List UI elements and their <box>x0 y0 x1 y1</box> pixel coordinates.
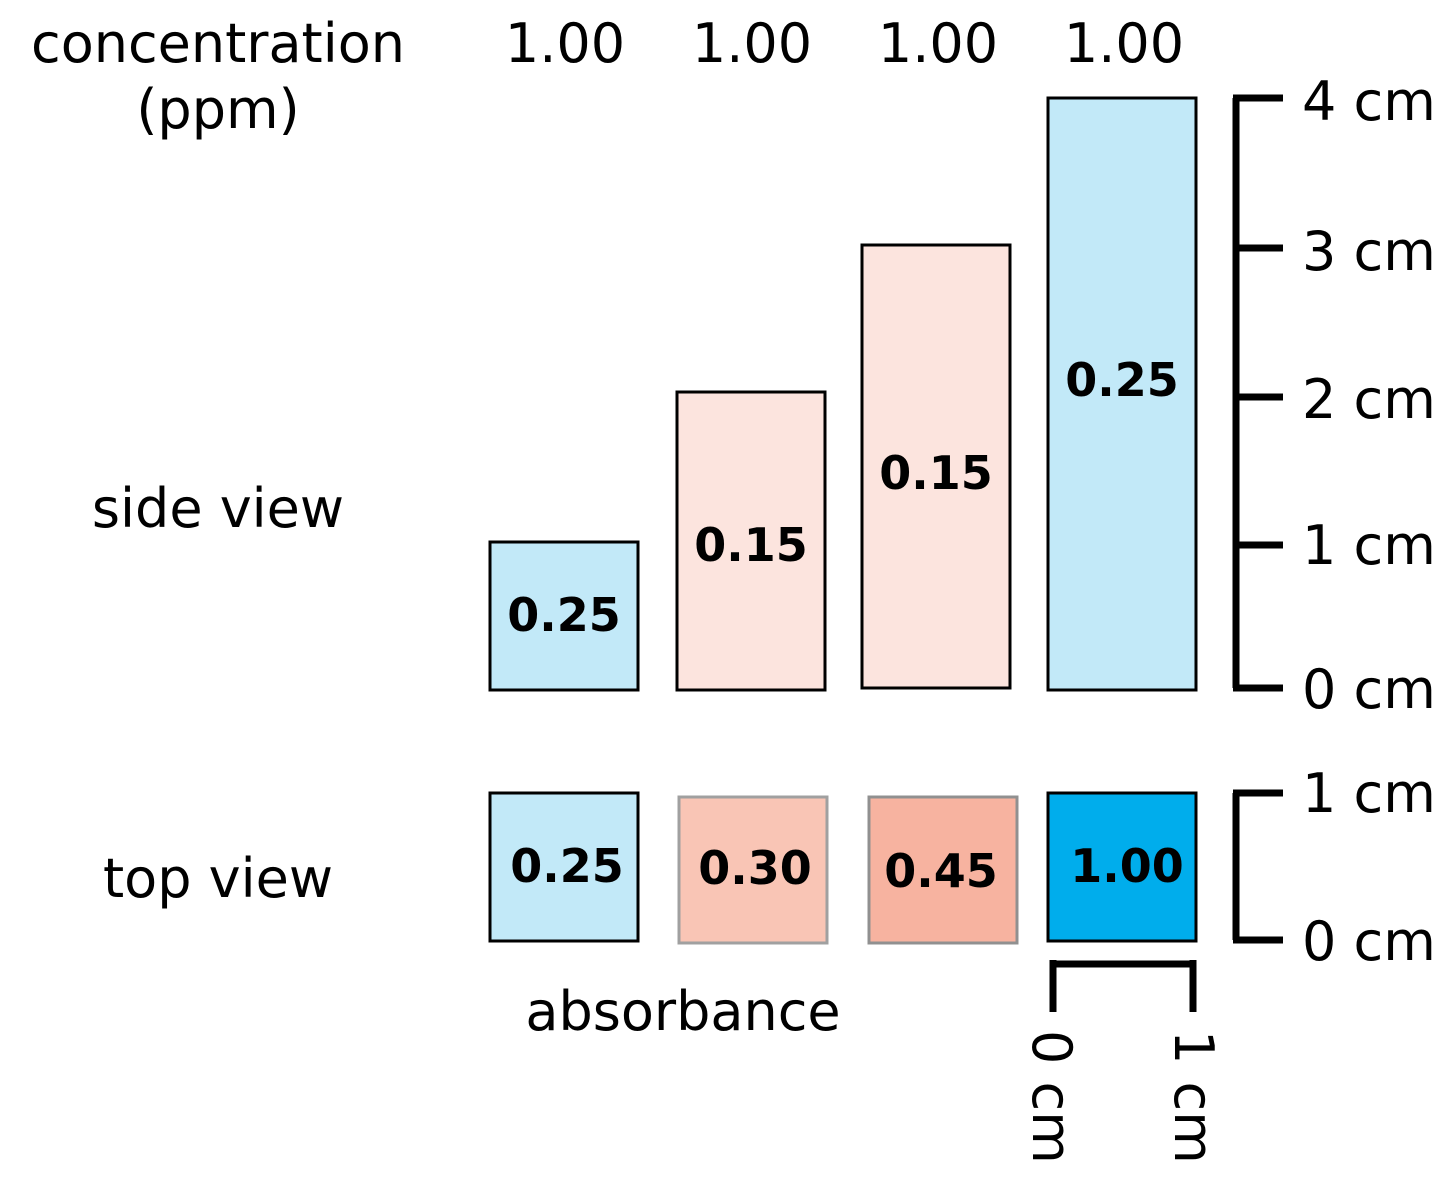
top-cuvette: 0.30 <box>677 795 829 945</box>
top-cuvette: 0.45 <box>867 795 1019 945</box>
side-scale-tick-label: 1 cm <box>1302 514 1436 577</box>
side-view-scale: 4 cm 3 cm 2 cm 1 cm 0 cm <box>1232 70 1436 721</box>
side-scale-bar <box>1232 94 1283 692</box>
concentration-value: 1.00 <box>505 12 625 75</box>
side-scale-tick-label: 0 cm <box>1302 658 1436 721</box>
top-cuvette-value: 0.45 <box>884 844 998 898</box>
side-cuvette-value: 0.15 <box>879 446 993 500</box>
top-view-label: top view <box>103 847 333 910</box>
side-cuvette-body <box>488 540 640 692</box>
side-cuvette-body <box>675 390 827 692</box>
side-cuvette-body <box>860 243 1012 690</box>
side-scale-tick-label: 3 cm <box>1302 220 1436 283</box>
side-view-label: side view <box>92 477 344 540</box>
top-cuvette-body <box>677 795 829 945</box>
bottom-scale-tick-label: 1 cm <box>1162 1030 1225 1164</box>
side-cuvette-value: 0.15 <box>694 518 808 572</box>
top-view-scale: 1 cm 0 cm <box>1232 762 1436 973</box>
side-cuvette: 0.15 <box>675 390 827 692</box>
side-view-cuvettes: 0.25 0.15 0.15 0.25 <box>488 96 1198 692</box>
side-scale-tick-label: 4 cm <box>1302 70 1436 133</box>
top-cuvette-body <box>1046 791 1198 943</box>
bottom-scale: 0 cm 1 cm <box>1020 960 1225 1164</box>
side-cuvette-value: 0.25 <box>1065 353 1179 407</box>
top-scale-tick-label: 0 cm <box>1302 910 1436 973</box>
concentration-label: concentration <box>31 12 405 75</box>
top-cuvette-body <box>488 791 640 943</box>
side-cuvette-body <box>1046 96 1198 692</box>
side-cuvette: 0.25 <box>488 540 640 692</box>
top-cuvette-value: 0.25 <box>510 839 624 893</box>
top-scale-bar <box>1232 789 1283 944</box>
top-cuvette: 1.00 <box>1046 791 1198 943</box>
top-cuvette-body <box>867 795 1019 945</box>
bottom-scale-tick-label: 0 cm <box>1020 1030 1083 1164</box>
bottom-scale-bar <box>1049 960 1197 1012</box>
concentration-value: 1.00 <box>692 12 812 75</box>
concentration-value: 1.00 <box>1064 12 1184 75</box>
absorbance-label: absorbance <box>525 980 840 1043</box>
concentration-unit-label: (ppm) <box>136 78 299 141</box>
concentration-value: 1.00 <box>878 12 998 75</box>
top-cuvette-value: 0.30 <box>698 841 812 895</box>
side-cuvette: 0.25 <box>1046 96 1198 692</box>
side-scale-tick-label: 2 cm <box>1302 368 1436 431</box>
top-scale-tick-label: 1 cm <box>1302 762 1436 825</box>
side-cuvette-value: 0.25 <box>507 588 621 642</box>
side-cuvette: 0.15 <box>860 243 1012 690</box>
top-view-cuvettes: 0.25 0.30 0.45 1.00 <box>488 791 1198 945</box>
top-cuvette-value: 1.00 <box>1070 839 1184 893</box>
concentration-values: 1.00 1.00 1.00 1.00 <box>505 12 1184 75</box>
top-cuvette: 0.25 <box>488 791 640 943</box>
